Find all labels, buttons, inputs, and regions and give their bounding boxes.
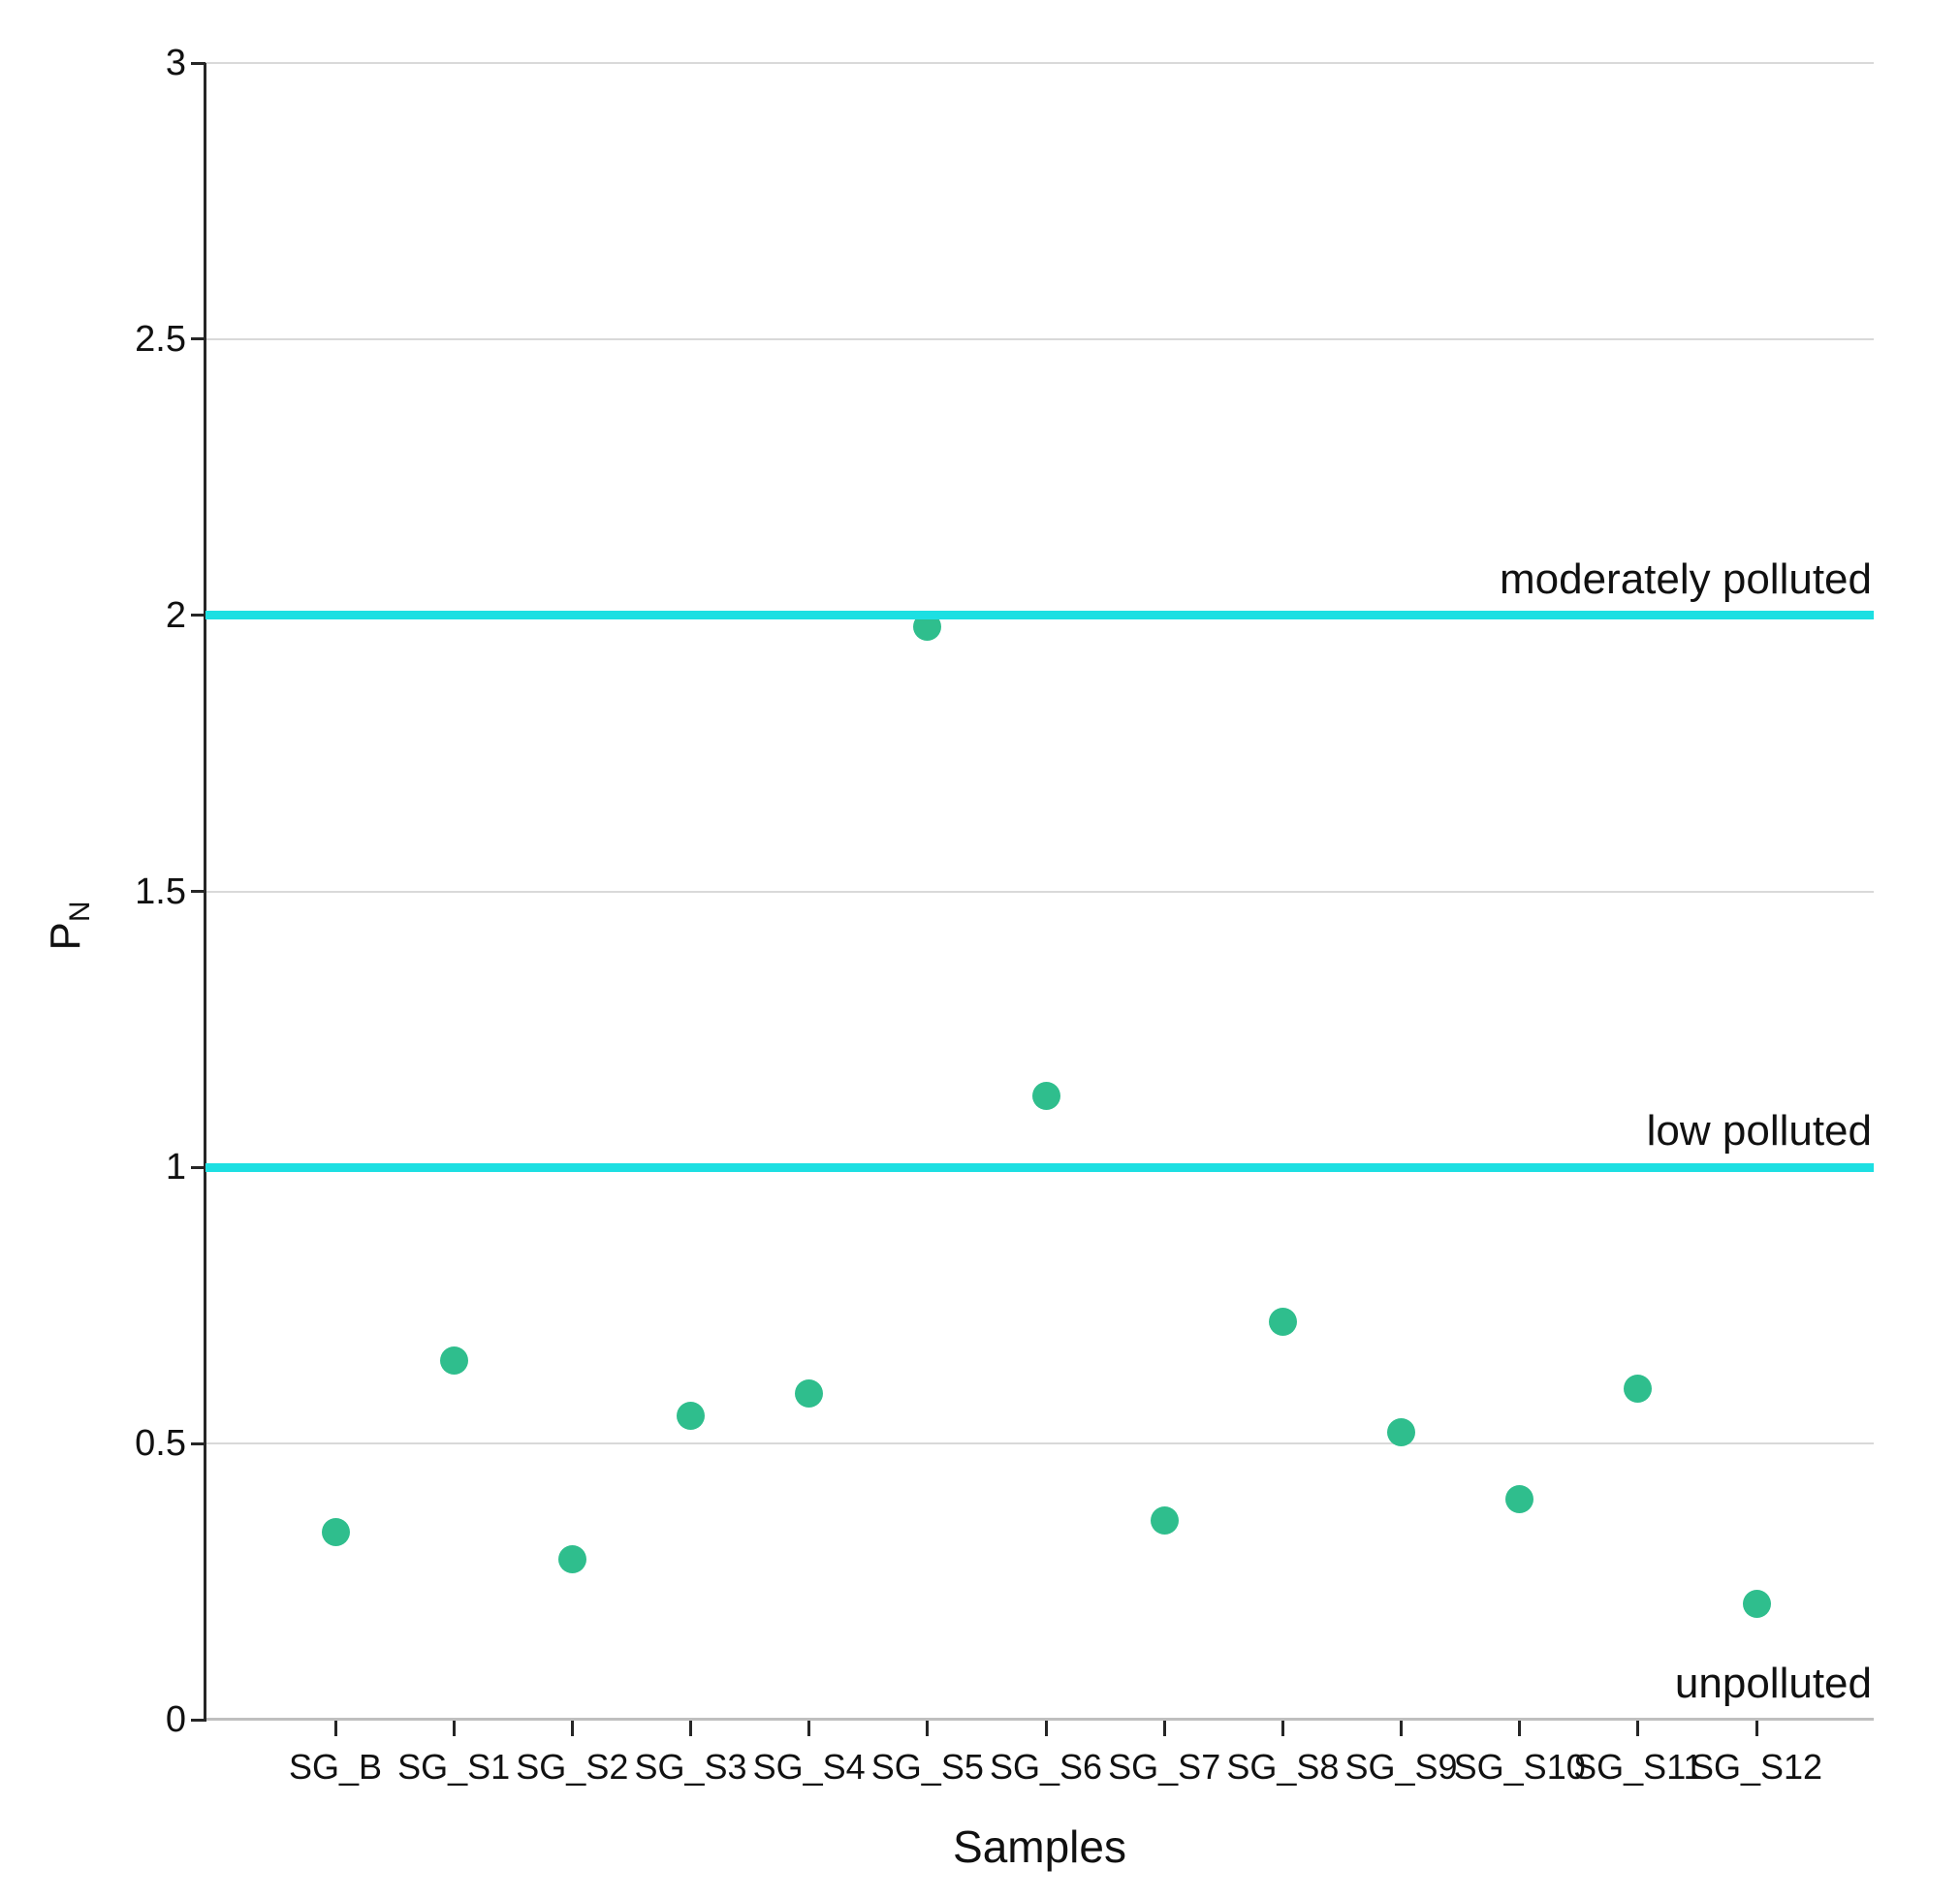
y-axis-tick-3 xyxy=(191,61,205,65)
y-axis-tick-2 xyxy=(191,614,205,618)
x-axis-tick-SG_S3 xyxy=(689,1721,692,1736)
data-point-SG_S10 xyxy=(1505,1484,1534,1513)
x-axis-tick-SG_S4 xyxy=(807,1721,811,1736)
data-point-SG_S11 xyxy=(1624,1374,1653,1403)
x-axis-tick-SG_S10 xyxy=(1518,1721,1522,1736)
x-tick-label-SG_S3: SG_S3 xyxy=(634,1747,747,1787)
x-tick-label-SG_S1: SG_S1 xyxy=(397,1747,511,1787)
threshold-line-2 xyxy=(205,611,1874,620)
x-axis-tick-SG_S9 xyxy=(1400,1721,1404,1736)
x-tick-label-SG_S2: SG_S2 xyxy=(516,1747,629,1787)
data-point-SG_S1 xyxy=(439,1346,468,1376)
threshold-line-1 xyxy=(205,1162,1874,1172)
x-axis-tick-SG_S11 xyxy=(1636,1721,1640,1736)
data-point-SG_S8 xyxy=(1268,1308,1297,1337)
data-point-SG_S3 xyxy=(677,1402,705,1431)
plot-area: 0 0.5 1 1.5 2 2.5 3 SG_B SG_S1 SG_S2 SG_S3 SG_S4 SG_… xyxy=(135,43,1874,1787)
data-point-SG_S4 xyxy=(795,1379,824,1409)
data-point-SG_S7 xyxy=(1150,1506,1179,1536)
x-axis-tick-SG_B xyxy=(333,1721,337,1736)
data-point-SG_S2 xyxy=(557,1545,586,1574)
x-tick-label-SG_S8: SG_S8 xyxy=(1226,1747,1340,1787)
y-tick-label-0.5: 0.5 xyxy=(135,1423,186,1465)
y-tick-label-1.5: 1.5 xyxy=(135,871,186,912)
y-tick-label-2.5: 2.5 xyxy=(135,318,186,360)
annotation-unpolluted: unpolluted xyxy=(1674,1660,1872,1707)
x-axis-tick-SG_S12 xyxy=(1755,1721,1758,1736)
x-tick-label-SG_S6: SG_S6 xyxy=(989,1747,1103,1787)
x-axis-title: Samples xyxy=(953,1821,1126,1872)
gridline-y-3 xyxy=(205,62,1874,64)
data-point-SG_S6 xyxy=(1031,1081,1060,1110)
gridline-y-0.5 xyxy=(205,1442,1874,1445)
x-axis-line xyxy=(205,1718,1874,1721)
x-axis-tick-SG_S5 xyxy=(926,1721,930,1736)
y-tick-label-0: 0 xyxy=(165,1699,186,1740)
x-tick-label-SG_S12: SG_S12 xyxy=(1690,1747,1823,1787)
x-axis-tick-SG_S6 xyxy=(1044,1721,1048,1736)
threshold-label-2: moderately polluted xyxy=(1499,554,1872,603)
x-tick-label-SG_S10: SG_S10 xyxy=(1453,1747,1586,1787)
y-axis-tick-0.5 xyxy=(191,1441,205,1445)
x-axis-tick-SG_S7 xyxy=(1162,1721,1166,1736)
gridline-y-2.5 xyxy=(205,337,1874,340)
gridline-y-1.5 xyxy=(205,890,1874,893)
x-axis-tick-SG_S2 xyxy=(570,1721,574,1736)
data-point-SG_S9 xyxy=(1387,1418,1416,1447)
threshold-label-1: low polluted xyxy=(1646,1107,1872,1156)
y-tick-label-3: 3 xyxy=(165,43,186,83)
x-axis-tick-SG_S1 xyxy=(452,1721,456,1736)
y-tick-label-2: 2 xyxy=(165,594,186,636)
x-axis-tick-SG_S8 xyxy=(1280,1721,1284,1736)
x-tick-label-SG_S9: SG_S9 xyxy=(1344,1747,1458,1787)
y-axis-tick-1.5 xyxy=(191,890,205,893)
y-tick-label-1: 1 xyxy=(165,1147,186,1188)
y-axis-title-main: P xyxy=(42,922,89,951)
y-axis-tick-2.5 xyxy=(191,337,205,341)
data-point-SG_S12 xyxy=(1742,1589,1771,1618)
x-tick-label-SG_B: SG_B xyxy=(288,1747,383,1787)
x-tick-label-SG_S4: SG_S4 xyxy=(752,1747,866,1787)
y-axis-tick-1 xyxy=(191,1165,205,1169)
x-tick-label-SG_S5: SG_S5 xyxy=(870,1747,984,1787)
y-axis-tick-0 xyxy=(191,1718,205,1722)
x-tick-label-SG_S11: SG_S11 xyxy=(1573,1747,1703,1787)
data-point-SG_B xyxy=(321,1517,350,1546)
x-tick-label-SG_S7: SG_S7 xyxy=(1108,1747,1221,1787)
